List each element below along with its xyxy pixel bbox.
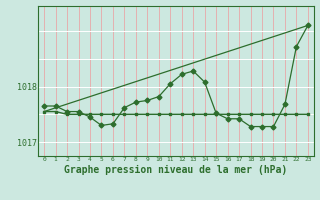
X-axis label: Graphe pression niveau de la mer (hPa): Graphe pression niveau de la mer (hPa) <box>64 165 288 175</box>
